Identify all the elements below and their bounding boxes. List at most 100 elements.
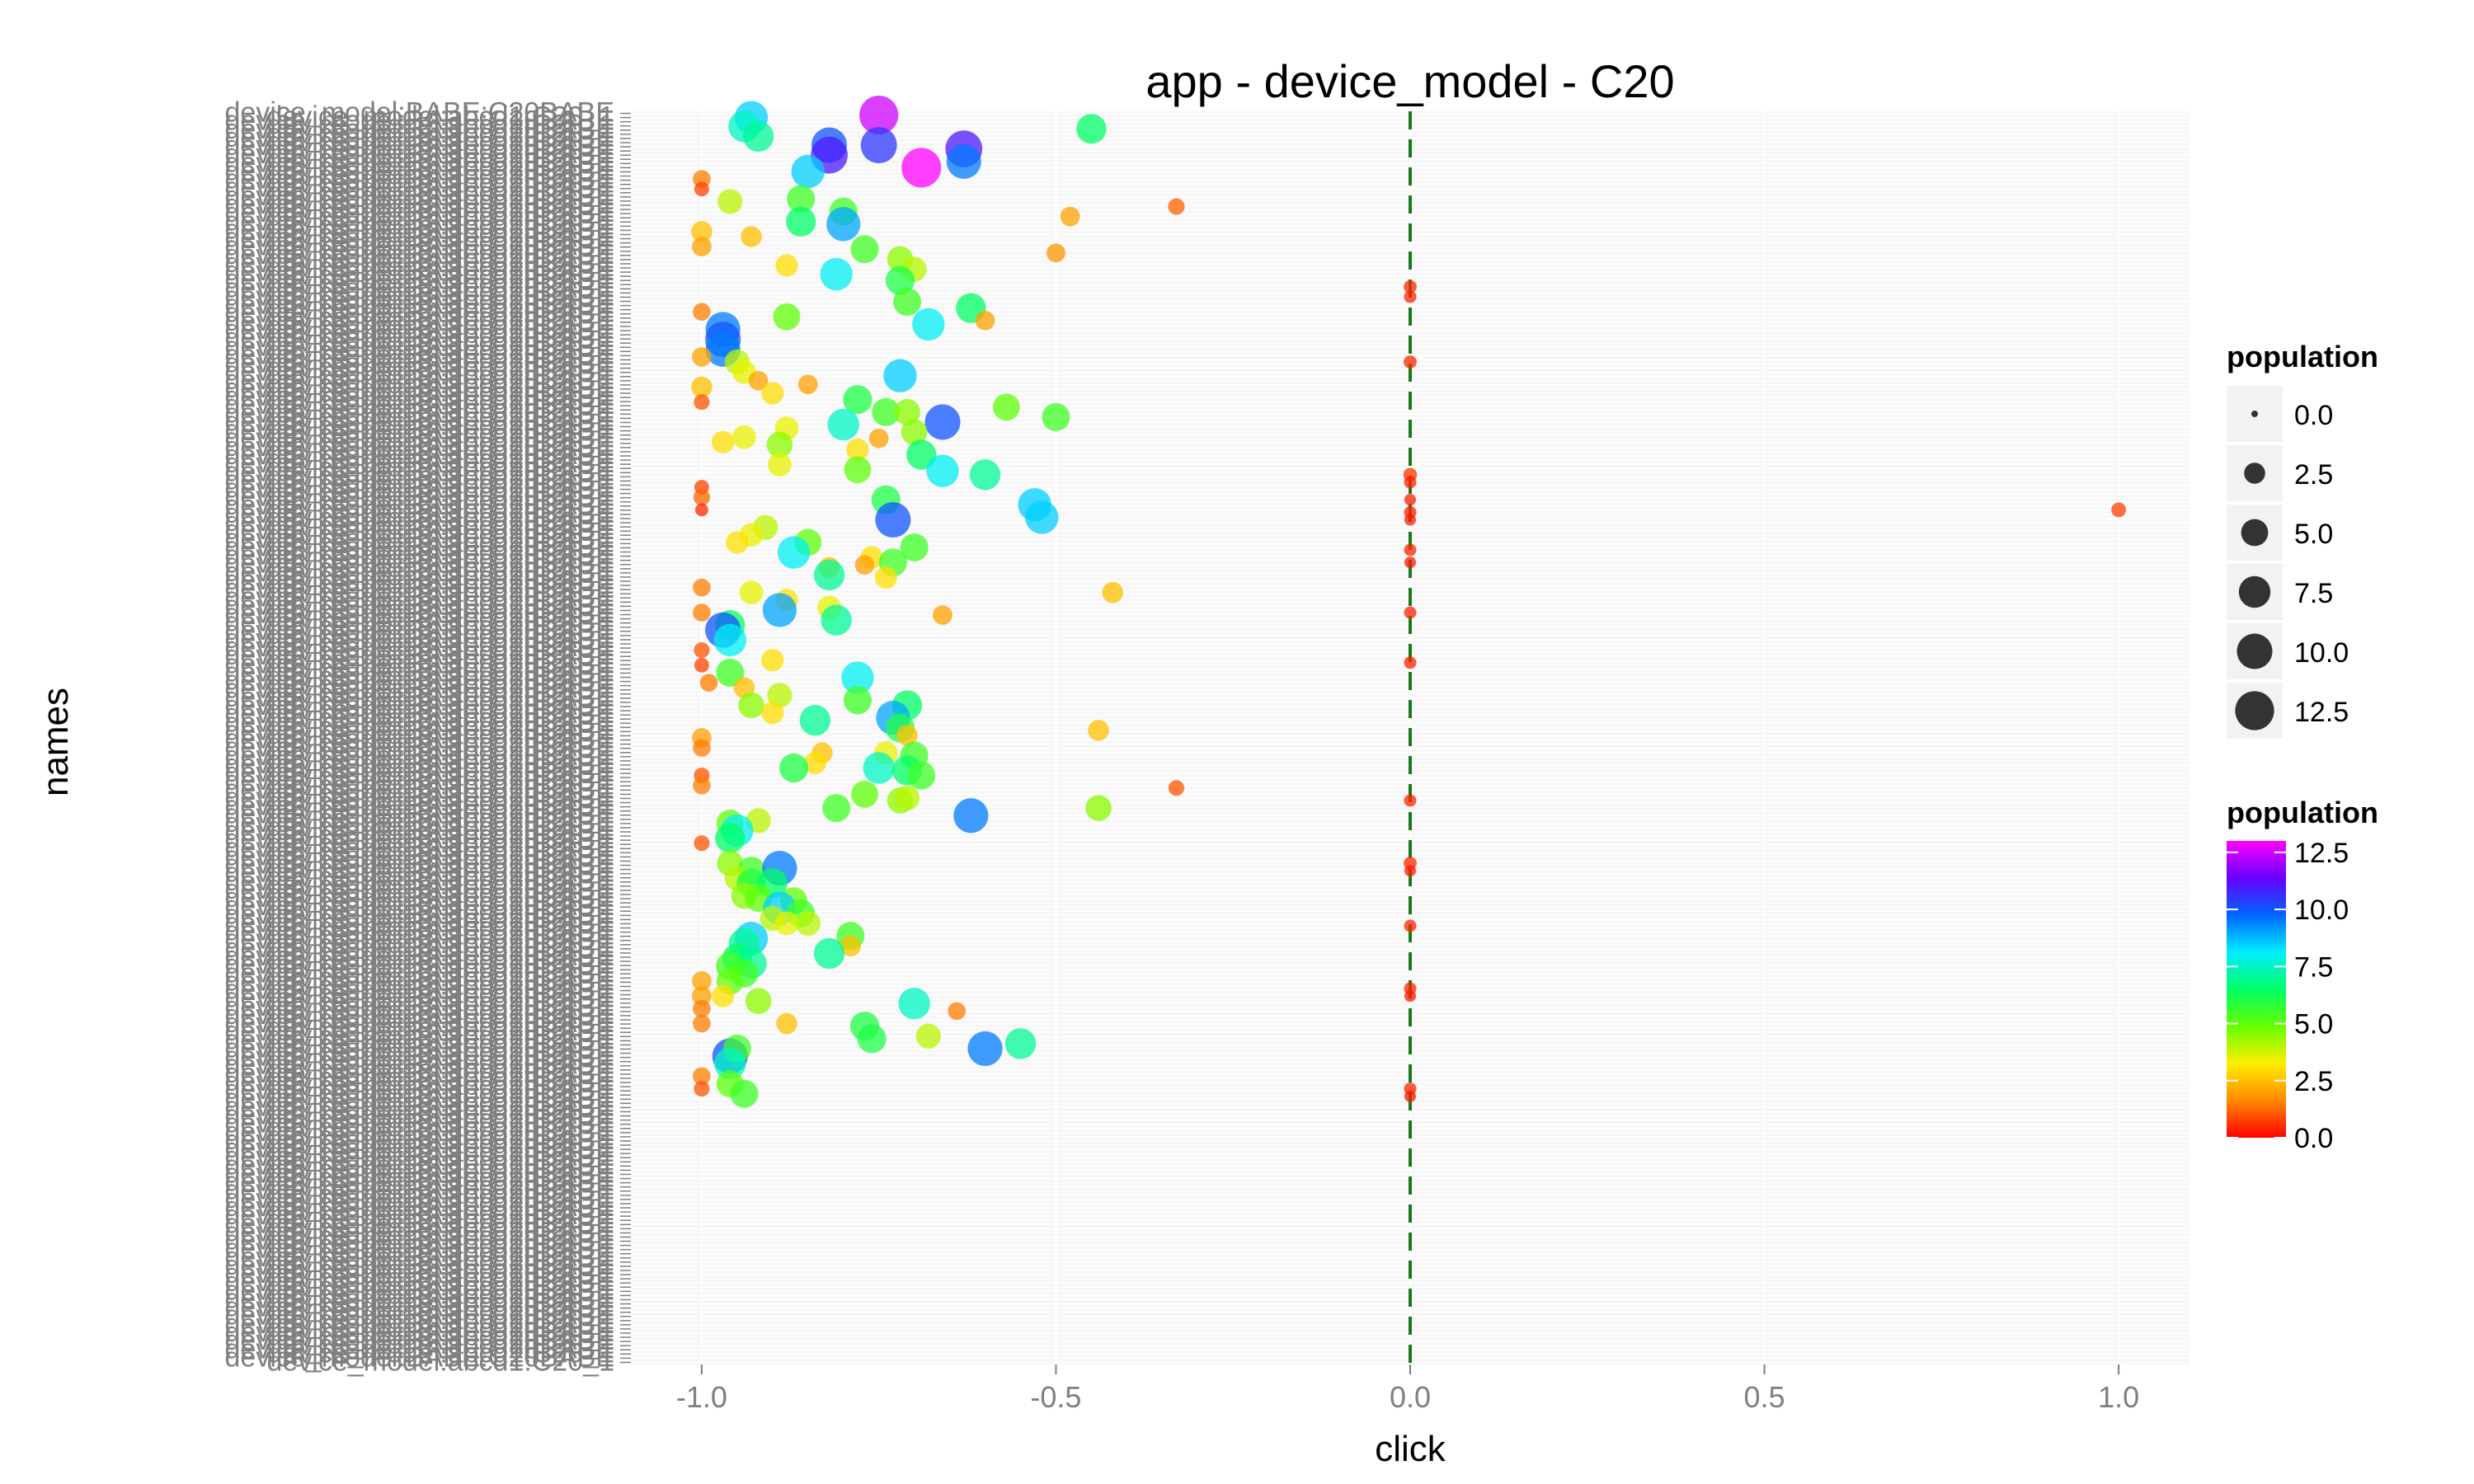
color-legend-title: population xyxy=(2227,796,2378,829)
y-tick-label: device_model:abcd1:C20_1 xyxy=(266,719,614,750)
data-point xyxy=(872,397,901,426)
y-tick-label: device_model:abcd1:C20_1 xyxy=(266,636,614,667)
size-legend-dot xyxy=(2238,575,2271,608)
data-point xyxy=(692,237,712,257)
y-category-labels: device_model:BABE:C20BABEdevice_model:ab… xyxy=(225,97,631,1377)
data-point xyxy=(761,701,784,725)
data-point xyxy=(912,308,945,341)
y-tick-label: device_model:abcd1:C20_1 xyxy=(266,1078,614,1110)
y-tick-label: device_model:BABE:C20BABE xyxy=(225,1141,614,1172)
data-point xyxy=(893,288,922,317)
data-point xyxy=(732,425,756,449)
y-tick-label: device_model:BABE:C20BABE xyxy=(225,1250,614,1281)
y-tick-label: device_model:BABE:C20BABE xyxy=(225,807,614,838)
data-point xyxy=(1042,402,1070,431)
y-tick-label: device_model:abcd1:C20_1 xyxy=(266,126,614,157)
y-tick-label: device_model:BABE:C20BABE xyxy=(225,164,614,195)
data-point xyxy=(1102,581,1123,603)
y-tick-label: device_model:BABE:C20BABE xyxy=(225,1283,614,1314)
y-tick-label: device_model:BABE:C20BABE xyxy=(225,799,614,830)
data-point xyxy=(774,911,799,936)
y-tick-label: device_model:BABE:C20BABE xyxy=(225,106,614,137)
y-tick-label: device_model:BABE:C20BABE xyxy=(225,1091,614,1122)
y-tick-label: device_model:abcd1:C20_1 xyxy=(266,585,614,617)
data-point xyxy=(857,1024,887,1054)
y-tick-label: device_model:BABE:C20BABE xyxy=(225,565,614,596)
data-point xyxy=(1076,114,1107,144)
y-tick-label: device_model:abcd1:C20_1 xyxy=(266,552,614,584)
y-tick-label: device_model:abcd1:C20_1 xyxy=(266,185,614,216)
data-point xyxy=(692,971,712,991)
y-tick-label: device_model:BABE:C20BABE xyxy=(225,322,614,354)
y-tick-label: device_model:abcd1:C20_1 xyxy=(266,979,614,1010)
y-tick-label: device_model:BABE:C20BABE xyxy=(225,665,614,697)
size-legend-label: 0.0 xyxy=(2294,400,2333,431)
size-legend: population 0.0 2.5 5.0 7.5 10.0 12.5 xyxy=(2227,340,2378,739)
y-tick-label: device_model:abcd1:C20_1 xyxy=(266,310,614,341)
y-tick-label: device_model:abcd1:C20_1 xyxy=(266,878,614,909)
y-tick-label: device_model:BABE:C20BABE xyxy=(225,573,614,604)
y-tick-label: device_model:BABE:C20BABE xyxy=(225,924,614,956)
data-point xyxy=(1404,794,1417,807)
y-tick-label: device_model:abcd1:C20_1 xyxy=(266,870,614,901)
y-tick-label: device_model:abcd1:C20_1 xyxy=(266,110,614,141)
data-point xyxy=(773,303,801,331)
y-tick-label: device_model:BABE:C20BABE xyxy=(225,373,614,404)
y-tick-label: device_model:abcd1:C20_1 xyxy=(266,1129,614,1160)
size-legend-dot xyxy=(2244,463,2265,484)
y-tick-label: device_model:BABE:C20BABE xyxy=(225,406,614,437)
data-point xyxy=(813,559,845,591)
y-tick-label: device_model:abcd1:C20_1 xyxy=(266,427,614,458)
data-point xyxy=(901,419,928,445)
y-tick-label: device_model:abcd1:C20_1 xyxy=(266,753,614,784)
y-tick-label: device_model:BABE:C20BABE xyxy=(225,832,614,863)
y-tick-label: device_model:BABE:C20BABE xyxy=(225,1183,614,1214)
data-point xyxy=(693,999,711,1018)
data-point xyxy=(907,761,936,790)
y-tick-label: device_model:abcd1:C20_1 xyxy=(266,160,614,191)
data-point xyxy=(1404,606,1417,619)
y-tick-label: device_model:BABE:C20BABE xyxy=(225,1149,614,1181)
y-tick-label: device_model:abcd1:C20_1 xyxy=(266,1254,614,1285)
y-tick-label: device_model:abcd1:C20_1 xyxy=(266,1220,614,1252)
y-tick-label: device_model:abcd1:C20_1 xyxy=(266,1313,614,1344)
y-tick-label: device_model:abcd1:C20_1 xyxy=(266,828,614,859)
y-tick-label: device_model:BABE:C20BABE xyxy=(225,356,614,387)
y-tick-label: device_model:abcd1:C20_1 xyxy=(266,1345,614,1377)
data-point xyxy=(694,181,709,197)
y-tick-label: device_model:abcd1:C20_1 xyxy=(266,1087,614,1118)
data-point xyxy=(768,453,792,477)
y-tick-label: device_model:BABE:C20BABE xyxy=(225,431,614,463)
y-tick-label: device_model:abcd1:C20_1 xyxy=(266,627,614,659)
y-tick-label: device_model:abcd1:C20_1 xyxy=(266,369,614,400)
size-legend-dot xyxy=(2251,411,2258,417)
data-point xyxy=(1404,1090,1417,1102)
y-tick-label: device_model:BABE:C20BABE xyxy=(225,623,614,655)
y-tick-label: device_model:abcd1:C20_1 xyxy=(266,652,614,683)
y-tick-label: device_model:abcd1:C20_1 xyxy=(266,1337,614,1369)
y-tick-label: device_model:abcd1:C20_1 xyxy=(266,577,614,608)
y-tick-label: device_model:abcd1:C20_1 xyxy=(266,326,614,358)
y-tick-label: device_model:BABE:C20BABE xyxy=(225,740,614,772)
data-point xyxy=(693,489,710,506)
data-point xyxy=(992,393,1020,421)
y-tick-label: device_model:BABE:C20BABE xyxy=(225,481,614,513)
color-legend-label: 12.5 xyxy=(2294,838,2349,869)
y-tick-label: device_model:BABE:C20BABE xyxy=(225,473,614,505)
color-legend-label: 10.0 xyxy=(2294,895,2349,926)
data-point xyxy=(799,705,831,736)
data-point xyxy=(779,753,809,783)
data-point xyxy=(693,776,711,795)
y-tick-label: device_model:BABE:C20BABE xyxy=(225,882,614,913)
y-tick-label: device_model:abcd1:C20_1 xyxy=(266,243,614,275)
y-tick-label: device_model:BABE:C20BABE xyxy=(225,339,614,370)
data-point xyxy=(860,127,897,164)
size-legend-dot xyxy=(2236,633,2273,669)
y-tick-label: device_model:abcd1:C20_1 xyxy=(266,619,614,650)
data-point xyxy=(693,1014,711,1033)
data-point xyxy=(969,459,1001,491)
x-tick-label: 0.5 xyxy=(1744,1380,1785,1414)
y-tick-label: device_model:abcd1:C20_1 xyxy=(266,661,614,693)
y-tick-label: device_model:abcd1:C20_1 xyxy=(266,1171,614,1202)
color-legend-label: 7.5 xyxy=(2294,951,2333,983)
